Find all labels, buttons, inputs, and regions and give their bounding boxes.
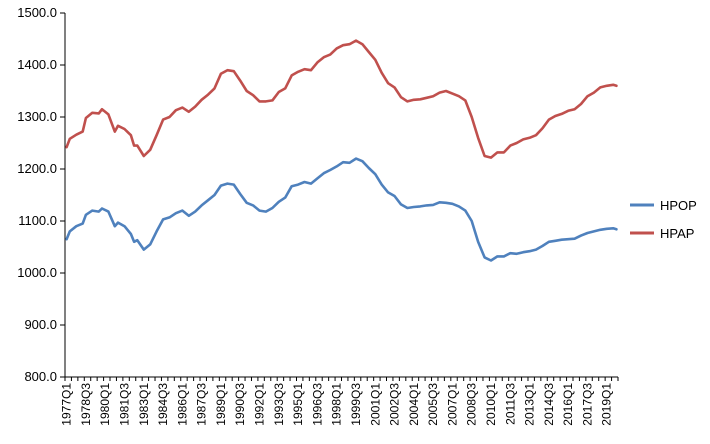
x-tick-label: 2016Q1: [561, 383, 575, 426]
x-tick-label: 2001Q1: [368, 383, 382, 426]
x-tick-label: 2014Q3: [542, 383, 556, 426]
x-tick-label: 1992Q1: [253, 383, 267, 426]
y-tick-label: 1500.0: [17, 5, 57, 20]
y-tick-label: 1000.0: [17, 265, 57, 280]
x-axis: 1977Q1 1978Q3 1980Q1 1981Q3 1983Q1 1984Q3 1986…: [60, 376, 619, 426]
x-tick-label: 2019Q1: [600, 383, 614, 426]
x-tick-label: 1983Q1: [137, 383, 151, 426]
series-line-hpop: [65, 157, 618, 262]
y-tick-label: 1300.0: [17, 109, 57, 124]
y-tick-label: 1200.0: [17, 161, 57, 176]
x-tick-label: 1986Q1: [175, 383, 189, 426]
y-tick-label: 1100.0: [18, 213, 57, 228]
x-tick-label: 1984Q3: [156, 383, 170, 426]
x-tick-label: 1990Q3: [233, 383, 247, 426]
x-tick-label: 2010Q1: [484, 383, 498, 426]
legend-label-hpap: HPAP: [660, 226, 694, 241]
x-tick-label: 1998Q1: [330, 383, 344, 426]
x-tick-label: 1993Q3: [272, 383, 286, 426]
x-tick-label: 1980Q1: [98, 383, 112, 426]
x-tick-label: 2004Q1: [407, 383, 421, 426]
series-line-hpap: [65, 39, 618, 159]
y-axis: 800.0 900.0 1000.0 1100.0 1200.0 1300.0 1400.0…: [17, 5, 66, 384]
legend-label-hpop: HPOP: [660, 198, 697, 213]
x-tick-label: 2011Q3: [503, 383, 517, 425]
legend: HPOP HPAP: [630, 198, 697, 241]
x-tick-label: 1987Q3: [195, 383, 209, 426]
x-tick-label: 2007Q1: [445, 383, 459, 426]
x-tick-label: 1995Q1: [291, 383, 305, 426]
x-tick-label: 1977Q1: [60, 383, 74, 426]
x-tick-label: 2008Q3: [465, 383, 479, 426]
x-tick-label: 1978Q3: [79, 383, 93, 426]
x-tick-label: 1981Q3: [117, 383, 131, 426]
x-tick-label: 2017Q3: [580, 383, 594, 426]
x-tick-label: 2005Q3: [426, 383, 440, 426]
x-tick-label: 1999Q3: [349, 383, 363, 426]
series-layer: [65, 39, 618, 262]
y-tick-label: 800.0: [24, 369, 57, 384]
x-tick-label: 2002Q3: [388, 383, 402, 426]
x-tick-label: 1996Q3: [310, 383, 324, 426]
x-tick-label: 1989Q1: [214, 383, 228, 426]
y-tick-label: 900.0: [24, 317, 57, 332]
y-tick-label: 1400.0: [17, 57, 57, 72]
x-tick-label: 2013Q1: [523, 383, 537, 426]
